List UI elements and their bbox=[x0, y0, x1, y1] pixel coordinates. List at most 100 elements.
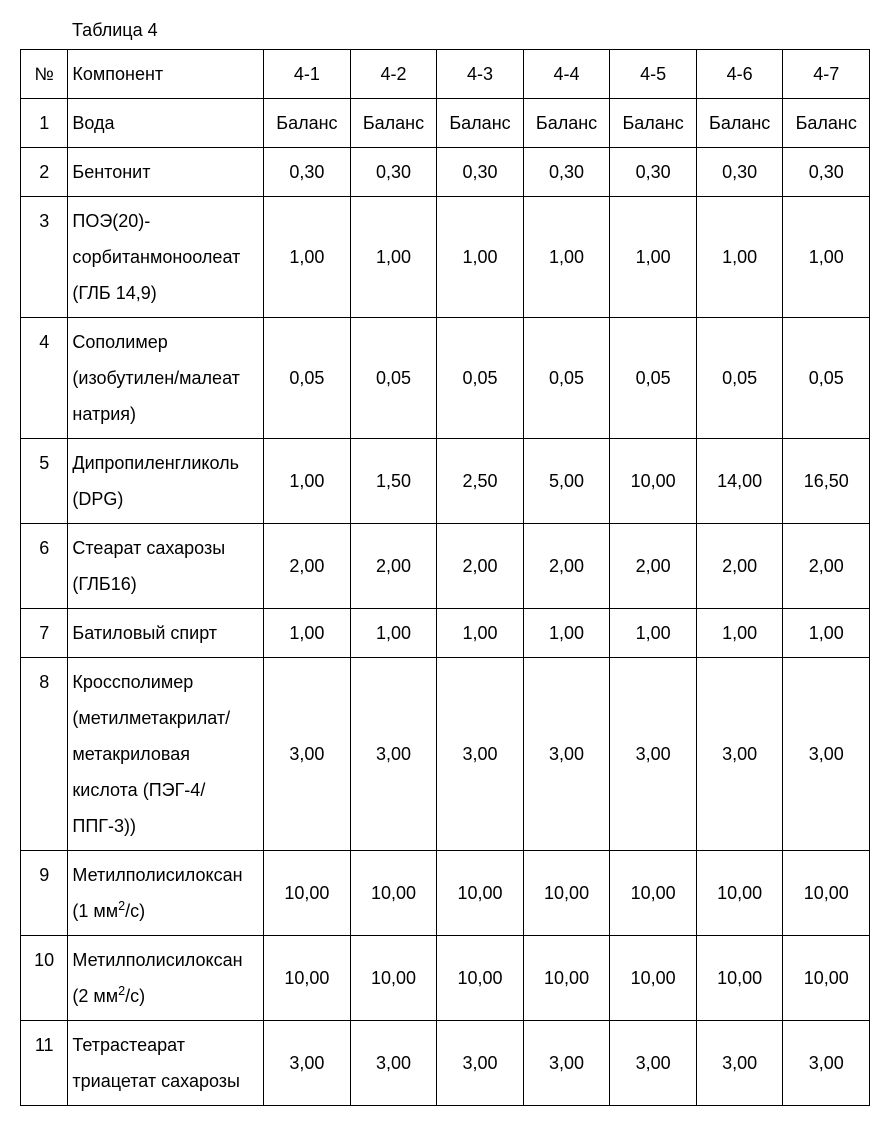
row-val: 3,00 bbox=[523, 658, 610, 851]
row-component: Батиловый спирт bbox=[68, 609, 264, 658]
row-val: 10,00 bbox=[264, 851, 351, 936]
row-val: 2,00 bbox=[523, 524, 610, 609]
row-val: 2,00 bbox=[783, 524, 870, 609]
row-val: Баланс bbox=[783, 99, 870, 148]
table-row: 1ВодаБалансБалансБалансБалансБалансБалан… bbox=[21, 99, 870, 148]
row-val: 1,00 bbox=[350, 197, 437, 318]
row-val: Баланс bbox=[350, 99, 437, 148]
row-val: 1,00 bbox=[610, 609, 697, 658]
row-val: Баланс bbox=[264, 99, 351, 148]
row-val: 10,00 bbox=[783, 936, 870, 1021]
table-row: 2Бентонит0,300,300,300,300,300,300,30 bbox=[21, 148, 870, 197]
row-val: 10,00 bbox=[783, 851, 870, 936]
row-val: 2,00 bbox=[264, 524, 351, 609]
header-col-2: 4-3 bbox=[437, 50, 524, 99]
row-val: 3,00 bbox=[437, 658, 524, 851]
row-val: 1,00 bbox=[264, 439, 351, 524]
row-val: 10,00 bbox=[610, 851, 697, 936]
row-val: 1,00 bbox=[696, 609, 783, 658]
header-col-1: 4-2 bbox=[350, 50, 437, 99]
row-num: 2 bbox=[21, 148, 68, 197]
table-header-row: №Компонент4-14-24-34-44-54-64-7 bbox=[21, 50, 870, 99]
row-val: 10,00 bbox=[264, 936, 351, 1021]
data-table: №Компонент4-14-24-34-44-54-64-71ВодаБала… bbox=[20, 49, 870, 1106]
row-val: 3,00 bbox=[264, 658, 351, 851]
row-component: ПОЭ(20)-сорбитанмоноолеат (ГЛБ 14,9) bbox=[68, 197, 264, 318]
row-val: 0,05 bbox=[610, 318, 697, 439]
row-val: 3,00 bbox=[350, 658, 437, 851]
row-val: 3,00 bbox=[696, 1021, 783, 1106]
row-num: 5 bbox=[21, 439, 68, 524]
row-val: 2,00 bbox=[437, 524, 524, 609]
row-val: 3,00 bbox=[264, 1021, 351, 1106]
row-val: 2,50 bbox=[437, 439, 524, 524]
header-col-4: 4-5 bbox=[610, 50, 697, 99]
row-val: 3,00 bbox=[696, 658, 783, 851]
row-val: 0,05 bbox=[696, 318, 783, 439]
row-component: Вода bbox=[68, 99, 264, 148]
row-num: 6 bbox=[21, 524, 68, 609]
row-val: 10,00 bbox=[523, 936, 610, 1021]
row-component: Метилполисилоксан (2 мм2/с) bbox=[68, 936, 264, 1021]
row-val: 0,05 bbox=[264, 318, 351, 439]
row-val: 1,00 bbox=[523, 609, 610, 658]
row-val: 0,30 bbox=[610, 148, 697, 197]
row-val: 3,00 bbox=[610, 658, 697, 851]
row-val: 16,50 bbox=[783, 439, 870, 524]
row-val: 2,00 bbox=[610, 524, 697, 609]
header-component: Компонент bbox=[68, 50, 264, 99]
row-val: 1,00 bbox=[696, 197, 783, 318]
row-val: 10,00 bbox=[350, 936, 437, 1021]
row-val: 1,00 bbox=[783, 609, 870, 658]
table-row: 3ПОЭ(20)-сорбитанмоноолеат (ГЛБ 14,9) 1,0… bbox=[21, 197, 870, 318]
table-row: 4Сополимер (изобутилен/малеат натрия)0,0… bbox=[21, 318, 870, 439]
row-val: 1,50 bbox=[350, 439, 437, 524]
header-col-5: 4-6 bbox=[696, 50, 783, 99]
row-val: 5,00 bbox=[523, 439, 610, 524]
row-val: Баланс bbox=[523, 99, 610, 148]
row-val: 3,00 bbox=[350, 1021, 437, 1106]
row-num: 8 bbox=[21, 658, 68, 851]
row-val: 1,00 bbox=[523, 197, 610, 318]
row-val: 10,00 bbox=[610, 439, 697, 524]
row-val: 3,00 bbox=[437, 1021, 524, 1106]
row-val: 10,00 bbox=[437, 851, 524, 936]
row-val: 2,00 bbox=[696, 524, 783, 609]
row-val: 14,00 bbox=[696, 439, 783, 524]
row-val: 1,00 bbox=[437, 609, 524, 658]
row-val: 0,30 bbox=[696, 148, 783, 197]
row-val: 0,30 bbox=[437, 148, 524, 197]
row-val: 1,00 bbox=[350, 609, 437, 658]
row-val: 0,05 bbox=[783, 318, 870, 439]
row-val: Баланс bbox=[696, 99, 783, 148]
row-component: Тетрастеарат триацетат сахарозы bbox=[68, 1021, 264, 1106]
row-val: 0,30 bbox=[783, 148, 870, 197]
row-component: Бентонит bbox=[68, 148, 264, 197]
row-val: 3,00 bbox=[783, 658, 870, 851]
row-num: 10 bbox=[21, 936, 68, 1021]
row-val: 10,00 bbox=[696, 851, 783, 936]
table-row: 7Батиловый спирт1,001,001,001,001,001,00… bbox=[21, 609, 870, 658]
row-component: Стеарат сахарозы (ГЛБ16) bbox=[68, 524, 264, 609]
row-val: 0,30 bbox=[523, 148, 610, 197]
row-val: 3,00 bbox=[783, 1021, 870, 1106]
table-row: 10Метилполисилоксан (2 мм2/с)10,0010,001… bbox=[21, 936, 870, 1021]
row-num: 3 bbox=[21, 197, 68, 318]
row-val: 1,00 bbox=[264, 609, 351, 658]
table-row: 11Тетрастеарат триацетат сахарозы3,003,0… bbox=[21, 1021, 870, 1106]
row-num: 9 bbox=[21, 851, 68, 936]
row-num: 1 bbox=[21, 99, 68, 148]
row-val: 10,00 bbox=[437, 936, 524, 1021]
header-col-0: 4-1 bbox=[264, 50, 351, 99]
row-val: 10,00 bbox=[610, 936, 697, 1021]
row-num: 4 bbox=[21, 318, 68, 439]
row-val: 3,00 bbox=[610, 1021, 697, 1106]
row-val: 0,05 bbox=[523, 318, 610, 439]
row-num: 7 bbox=[21, 609, 68, 658]
row-component: Метилполисилоксан (1 мм2/с) bbox=[68, 851, 264, 936]
row-num: 11 bbox=[21, 1021, 68, 1106]
header-col-6: 4-7 bbox=[783, 50, 870, 99]
row-component: Кроссполимер (метилметакрилат/ метакрило… bbox=[68, 658, 264, 851]
row-val: 3,00 bbox=[523, 1021, 610, 1106]
row-component: Сополимер (изобутилен/малеат натрия) bbox=[68, 318, 264, 439]
